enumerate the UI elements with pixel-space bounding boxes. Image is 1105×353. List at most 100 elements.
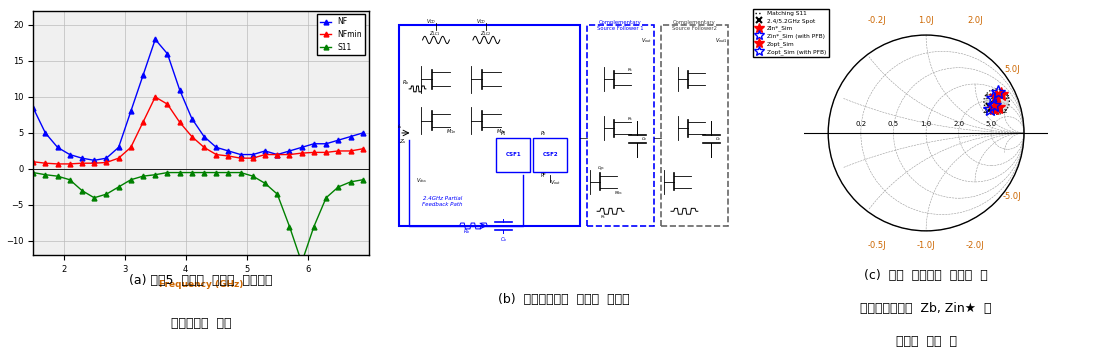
NFmin — [295, 151, 308, 155]
NFmin — [259, 152, 272, 157]
S11 — [75, 189, 88, 193]
NFmin — [124, 145, 137, 149]
S11 — [222, 170, 235, 175]
S11 — [63, 178, 76, 182]
S11 — [136, 174, 149, 178]
Text: 5.0J: 5.0J — [1004, 65, 1020, 74]
S11 — [234, 170, 248, 175]
Text: $V_{out1}$: $V_{out1}$ — [715, 36, 727, 45]
NFmin — [99, 160, 113, 164]
Text: $C_b$: $C_b$ — [641, 135, 648, 143]
NF — [332, 138, 345, 142]
Text: -5.0J: -5.0J — [1003, 192, 1021, 201]
Text: $C_b$: $C_b$ — [715, 135, 722, 143]
NFmin — [246, 156, 260, 160]
Text: $C_{gs}$: $C_{gs}$ — [597, 164, 606, 173]
S11 — [344, 180, 357, 184]
Text: $V_{dss}$: $V_{dss}$ — [415, 176, 427, 185]
NFmin — [307, 150, 320, 155]
S11 — [186, 170, 199, 175]
Text: 스미스차트에서  Zb, Zin★  및: 스미스차트에서 Zb, Zin★ 및 — [861, 303, 992, 315]
Text: $C_b$: $C_b$ — [499, 235, 507, 244]
Text: $V_{out}$: $V_{out}$ — [641, 36, 652, 45]
Line: NF: NF — [31, 37, 365, 163]
NFmin — [222, 154, 235, 158]
NF — [99, 156, 113, 160]
NF — [283, 149, 296, 153]
NF — [112, 145, 125, 149]
Text: Complementary
Source Follower2: Complementary Source Follower2 — [672, 20, 717, 31]
Text: $R_s$: $R_s$ — [628, 67, 633, 74]
S11 — [210, 170, 223, 175]
Text: $M_{1n}$: $M_{1n}$ — [446, 127, 456, 136]
NF — [161, 52, 175, 56]
S11 — [271, 192, 284, 196]
Text: $Z_s$: $Z_s$ — [399, 137, 407, 146]
S11 — [319, 196, 333, 200]
Text: $P_2$: $P_2$ — [540, 130, 547, 138]
Text: 시뮬레이션  결과: 시뮬레이션 결과 — [171, 317, 231, 329]
NF — [259, 149, 272, 153]
Text: 2.4GHz Partial
Feedback Path: 2.4GHz Partial Feedback Path — [422, 196, 463, 207]
S11 — [295, 261, 308, 265]
S11 — [246, 174, 260, 178]
NF — [173, 88, 187, 92]
S11 — [283, 225, 296, 229]
NFmin — [51, 162, 64, 166]
Text: $M_{bs}$: $M_{bs}$ — [614, 189, 623, 197]
NFmin — [234, 156, 248, 160]
Text: $V_{out}$: $V_{out}$ — [550, 178, 561, 187]
S11 — [124, 178, 137, 182]
Text: 5.2GHz: 5.2GHz — [985, 94, 1010, 100]
Text: $R_b$: $R_b$ — [402, 78, 410, 87]
NFmin — [27, 160, 40, 164]
NF — [63, 152, 76, 157]
NF — [307, 142, 320, 146]
NFmin — [148, 95, 161, 99]
Text: -2.0J: -2.0J — [966, 241, 985, 250]
Text: CSF1: CSF1 — [505, 152, 522, 157]
NFmin — [112, 156, 125, 160]
S11 — [148, 173, 161, 177]
FancyBboxPatch shape — [534, 138, 567, 172]
NF — [39, 131, 52, 135]
Text: 노이즈  최소  점: 노이즈 최소 점 — [895, 335, 957, 348]
S11 — [87, 196, 101, 200]
NFmin — [161, 102, 175, 106]
S11 — [198, 170, 211, 175]
NF — [198, 134, 211, 139]
NFmin — [63, 162, 76, 166]
Legend: NF, NFmin, S11: NF, NFmin, S11 — [317, 14, 365, 55]
NFmin — [319, 150, 333, 155]
NF — [234, 152, 248, 157]
S11 — [356, 178, 369, 182]
Text: 5.0: 5.0 — [986, 121, 997, 127]
NF — [246, 152, 260, 157]
Text: Complementary
Source Follower 1: Complementary Source Follower 1 — [598, 20, 644, 31]
NFmin — [283, 152, 296, 157]
NF — [344, 134, 357, 139]
NFmin — [75, 161, 88, 165]
S11 — [27, 170, 40, 175]
NF — [210, 145, 223, 149]
NFmin — [39, 161, 52, 165]
NFmin — [186, 134, 199, 139]
Text: $P_1$: $P_1$ — [499, 130, 506, 138]
NF — [271, 152, 284, 157]
NF — [148, 37, 161, 42]
NFmin — [198, 145, 211, 149]
Text: $V_{DD}$: $V_{DD}$ — [476, 17, 486, 26]
NF — [51, 145, 64, 149]
NFmin — [271, 152, 284, 157]
Text: (c)  부분  피드백을  적용한  후: (c) 부분 피드백을 적용한 후 — [864, 269, 988, 282]
S11 — [259, 181, 272, 185]
Text: CSF2: CSF2 — [543, 152, 558, 157]
NFmin — [210, 152, 223, 157]
S11 — [51, 174, 64, 178]
Text: $V_{DD}$: $V_{DD}$ — [425, 17, 436, 26]
NF — [124, 109, 137, 113]
Text: PF: PF — [540, 173, 546, 178]
NFmin — [87, 161, 101, 165]
FancyBboxPatch shape — [496, 138, 530, 172]
NFmin — [332, 149, 345, 153]
